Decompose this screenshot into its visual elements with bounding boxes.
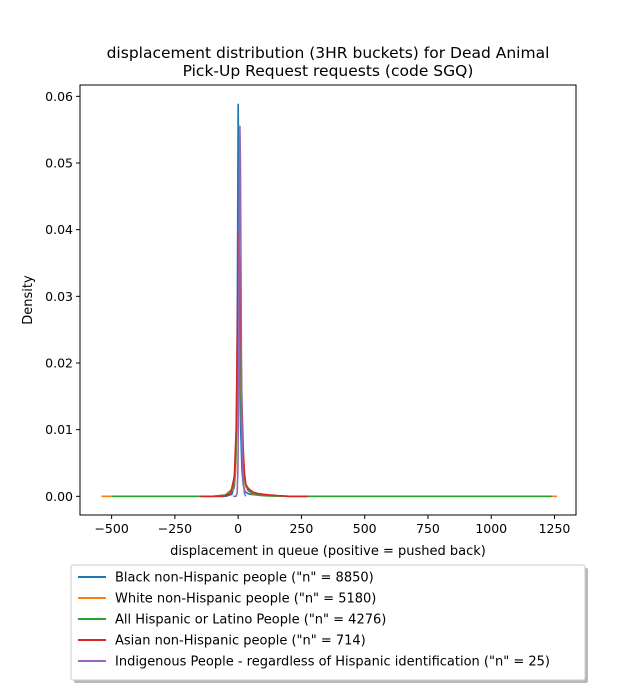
y-axis-label: Density bbox=[21, 275, 36, 325]
x-tick-label: 500 bbox=[353, 521, 377, 536]
chart-title-line-1: displacement distribution (3HR buckets) … bbox=[107, 44, 550, 62]
x-tick-label: 0 bbox=[234, 521, 242, 536]
legend-box bbox=[70, 564, 586, 681]
x-tick-label: −250 bbox=[158, 521, 192, 536]
legend-entry-2: All Hispanic or Latino People ("n" = 427… bbox=[115, 613, 386, 628]
x-tick-label: −500 bbox=[94, 521, 128, 536]
series-line-2 bbox=[111, 242, 552, 498]
chart-title-line-2: Pick-Up Request requests (code SGQ) bbox=[183, 62, 474, 80]
series-line-1 bbox=[101, 255, 558, 498]
legend-entry-3: Asian non-Hispanic people ("n" = 714) bbox=[115, 634, 366, 649]
y-tick-label: 0.03 bbox=[45, 289, 73, 304]
plot-area bbox=[79, 84, 577, 516]
x-tick-label: 250 bbox=[289, 521, 313, 536]
legend-entry-1: White non-Hispanic people ("n" = 5180) bbox=[115, 592, 376, 607]
series-layer bbox=[101, 103, 558, 498]
x-tick-label: 750 bbox=[416, 521, 440, 536]
series-line-0 bbox=[200, 103, 308, 498]
legend-entry-0: Black non-Hispanic people ("n" = 8850) bbox=[115, 571, 374, 586]
legend: Black non-Hispanic people ("n" = 8850) Wh… bbox=[70, 564, 588, 683]
x-axis: −500 −250 0 250 500 750 1000 1250 bbox=[94, 515, 570, 536]
y-tick-label: 0.01 bbox=[45, 422, 73, 437]
y-tick-label: 0.06 bbox=[45, 89, 73, 104]
x-tick-label: 1000 bbox=[475, 521, 507, 536]
legend-entry-4: Indigenous People - regardless of Hispan… bbox=[115, 655, 550, 670]
y-tick-label: 0.05 bbox=[45, 156, 73, 171]
y-tick-label: 0.02 bbox=[45, 356, 73, 371]
series-line-3 bbox=[200, 232, 308, 498]
y-axis: 0.00 0.01 0.02 0.03 0.04 0.05 0.06 bbox=[45, 89, 80, 504]
x-tick-label: 1250 bbox=[539, 521, 571, 536]
x-axis-label: displacement in queue (positive = pushed… bbox=[170, 544, 486, 559]
y-tick-label: 0.00 bbox=[45, 489, 73, 504]
series-line-4 bbox=[233, 125, 247, 498]
y-tick-label: 0.04 bbox=[45, 222, 73, 237]
